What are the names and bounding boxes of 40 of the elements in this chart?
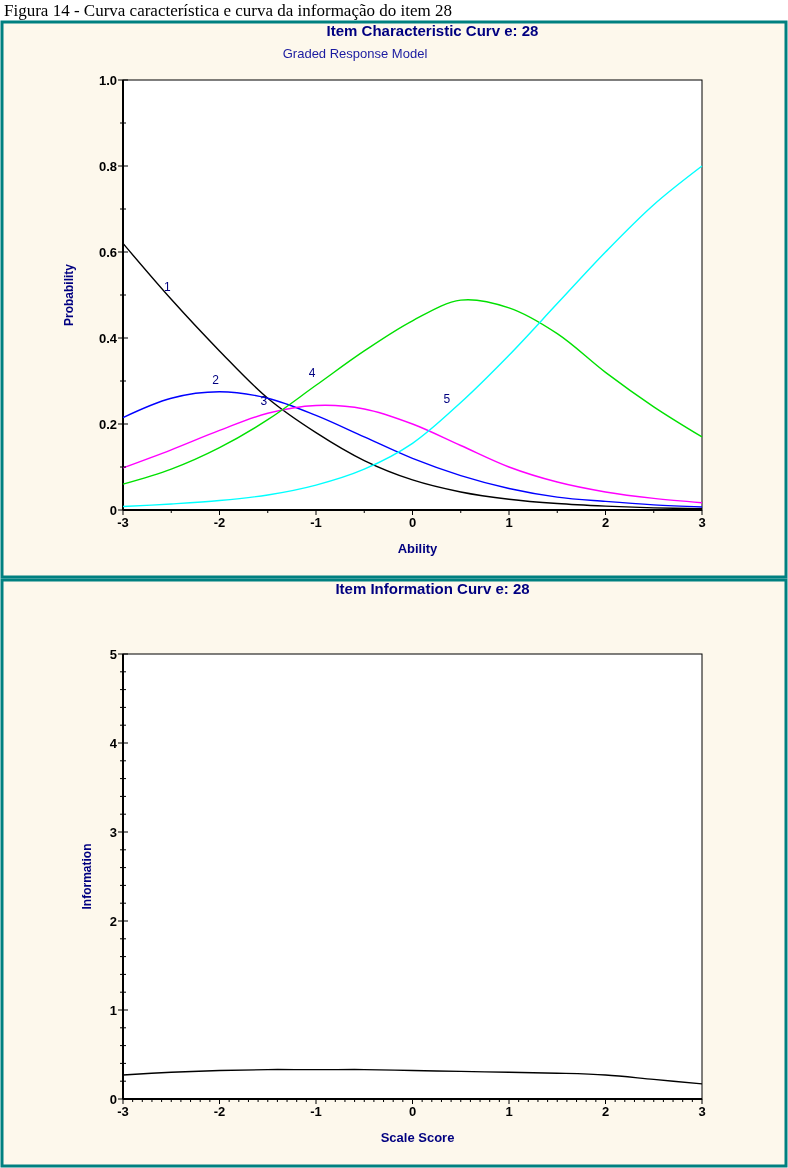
x-tick-label: -2	[213, 515, 226, 530]
y-axis-title: Information	[80, 843, 94, 910]
y-tick-label: 1.0	[98, 73, 117, 88]
x-tick-label: -2	[213, 1104, 226, 1119]
y-tick-label: 0.4	[98, 331, 118, 346]
y-tick-label: 0.2	[98, 417, 117, 432]
series-label: 1	[163, 280, 171, 295]
x-tick-label: 3	[698, 515, 706, 530]
y-tick-label: 5	[109, 647, 117, 662]
y-tick-label: 0	[109, 503, 117, 518]
text: Figura 14 - Curva característica e curva da informação do item 28	[4, 1, 452, 20]
chart-subtitle: Graded Response Model	[282, 46, 428, 61]
x-tick-label: -3	[117, 1104, 129, 1119]
chart-title: Item Information Curv e: 28	[335, 580, 530, 597]
x-axis-title: Ability	[397, 541, 439, 556]
series-label: 4	[308, 366, 316, 381]
x-tick-label: 0	[408, 515, 417, 530]
y-tick-label: 0.8	[98, 159, 117, 174]
y-tick-label: 1	[109, 1003, 117, 1018]
x-tick-label: 1	[505, 515, 513, 530]
y-tick-label: 4	[109, 736, 118, 751]
x-tick-label: -3	[117, 515, 129, 530]
y-axis-title: Probability	[62, 263, 76, 327]
series-label: 5	[443, 391, 451, 406]
x-tick-label: -1	[310, 515, 322, 530]
x-tick-label: 3	[698, 1104, 706, 1119]
series-label: 3	[260, 394, 268, 409]
x-axis-title: Scale Score	[380, 1130, 455, 1145]
x-tick-label: 1	[505, 1104, 513, 1119]
y-tick-label: 3	[109, 825, 117, 840]
x-tick-label: -1	[310, 1104, 322, 1119]
x-tick-label: 2	[601, 515, 610, 530]
series-label: 2	[212, 372, 220, 387]
x-tick-label: 2	[601, 1104, 610, 1119]
chart-title: Item Characteristic Curv e: 28	[326, 22, 539, 39]
line-series	[122, 299, 703, 485]
y-tick-label: 2	[109, 914, 117, 929]
x-tick-label: 0	[408, 1104, 417, 1119]
y-tick-label: 0.6	[98, 245, 117, 260]
y-tick-label: 0	[109, 1092, 117, 1107]
